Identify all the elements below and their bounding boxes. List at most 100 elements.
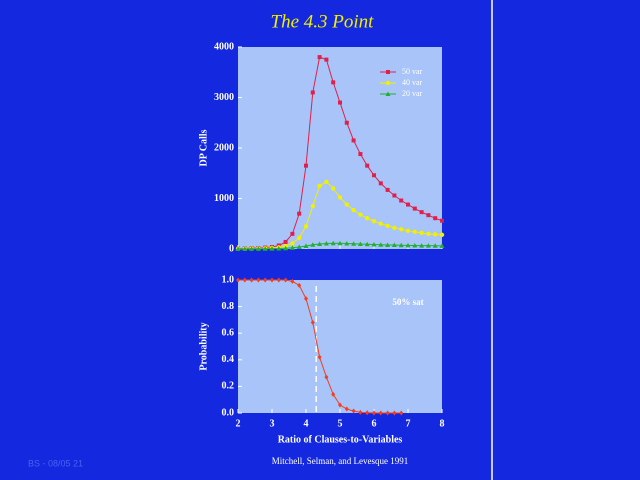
point xyxy=(235,246,241,251)
point xyxy=(290,231,295,236)
point xyxy=(405,242,411,248)
point xyxy=(317,183,322,189)
point xyxy=(392,410,397,416)
point xyxy=(385,410,390,416)
x-tick-label: 3 xyxy=(270,418,275,429)
x-tick-label: 6 xyxy=(372,418,377,429)
point xyxy=(303,224,309,229)
y-tick-label: 0 xyxy=(229,243,234,254)
y-tick-label: 0.6 xyxy=(222,327,235,338)
point xyxy=(378,242,384,247)
y-tick-label: 0.8 xyxy=(222,301,235,312)
legend-marker xyxy=(385,80,391,86)
y-axis-label: Probability xyxy=(198,322,209,370)
point xyxy=(283,245,289,251)
point xyxy=(304,163,308,168)
point xyxy=(236,277,240,283)
point xyxy=(351,138,356,143)
point xyxy=(330,240,336,246)
plot-area xyxy=(238,280,442,413)
point xyxy=(405,228,411,234)
point xyxy=(317,55,322,60)
point xyxy=(357,241,363,246)
legend-label: 20 var xyxy=(402,89,423,98)
point xyxy=(385,223,390,228)
point xyxy=(337,195,343,200)
point xyxy=(276,277,281,283)
point xyxy=(255,246,261,251)
y-tick-label: 0.2 xyxy=(222,381,235,392)
point xyxy=(406,202,410,207)
point xyxy=(276,245,282,251)
y-axis-label: DP Calls xyxy=(198,129,209,166)
y-tick-label: 2000 xyxy=(214,142,234,153)
point xyxy=(365,215,370,221)
point xyxy=(419,210,424,215)
y-tick-label: 0.4 xyxy=(222,354,235,365)
point xyxy=(323,240,329,246)
point xyxy=(412,242,418,248)
y-tick-label: 0.0 xyxy=(222,407,235,418)
point xyxy=(412,229,417,235)
point xyxy=(344,120,349,125)
point xyxy=(324,57,329,62)
point xyxy=(338,402,342,408)
point xyxy=(364,241,370,247)
point xyxy=(269,246,275,251)
point xyxy=(337,240,343,246)
point xyxy=(372,173,376,178)
point xyxy=(432,243,438,248)
point xyxy=(391,242,397,248)
legend-label: 40 var xyxy=(402,78,423,87)
point xyxy=(433,216,438,221)
point xyxy=(310,203,315,209)
x-tick-label: 8 xyxy=(440,418,445,429)
point xyxy=(331,186,336,191)
citation: Mitchell, Selman, and Levesque 1991 xyxy=(272,456,408,466)
point xyxy=(378,410,383,416)
point xyxy=(297,235,302,241)
point xyxy=(419,243,425,248)
y-tick-label: 1.0 xyxy=(222,274,235,285)
x-tick-label: 7 xyxy=(406,418,411,429)
point xyxy=(425,243,431,248)
point xyxy=(358,152,363,157)
point xyxy=(351,408,356,414)
point xyxy=(372,410,376,416)
x-tick-label: 5 xyxy=(338,418,343,429)
point xyxy=(290,241,295,246)
point xyxy=(358,409,363,415)
point xyxy=(351,241,357,246)
point xyxy=(385,187,390,192)
point xyxy=(371,241,377,247)
point xyxy=(317,241,323,246)
point xyxy=(426,231,431,237)
y-tick-label: 3000 xyxy=(214,92,234,103)
point xyxy=(304,296,308,302)
point xyxy=(385,242,391,247)
x-tick-label: 4 xyxy=(304,418,309,429)
point xyxy=(392,193,397,198)
point xyxy=(378,181,383,186)
point xyxy=(439,232,445,238)
point xyxy=(351,207,356,213)
point xyxy=(290,278,295,284)
point xyxy=(249,246,255,251)
point xyxy=(412,206,417,211)
x-axis-label: Ratio of Clauses-to-Variables xyxy=(278,434,403,445)
point xyxy=(297,282,302,288)
point xyxy=(331,80,336,85)
point xyxy=(344,240,350,246)
point xyxy=(344,406,349,412)
point xyxy=(365,410,370,416)
plot-area xyxy=(238,47,442,249)
y-tick-label: 4000 xyxy=(214,41,234,52)
point xyxy=(310,320,315,326)
point xyxy=(426,213,431,218)
point xyxy=(289,245,295,250)
point xyxy=(399,410,404,416)
point xyxy=(249,277,254,283)
point xyxy=(283,239,288,244)
point xyxy=(440,218,444,223)
